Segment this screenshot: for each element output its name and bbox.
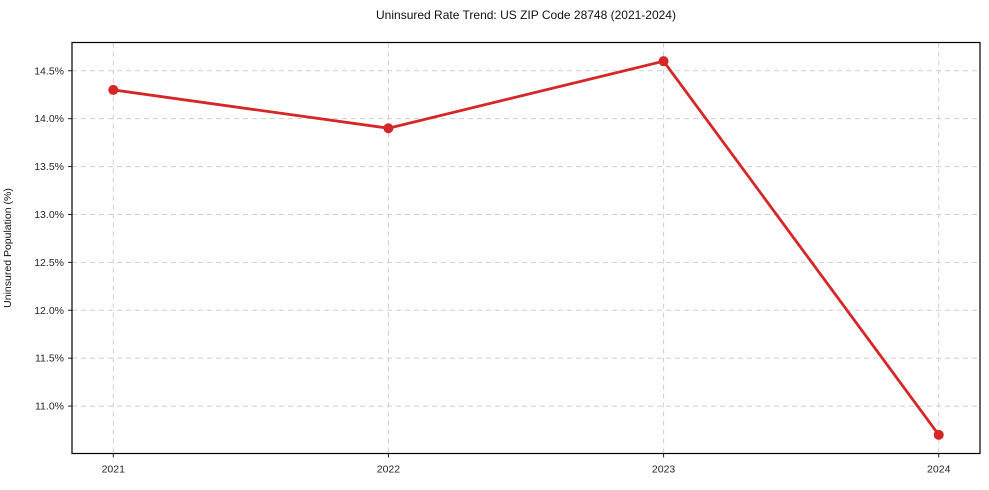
data-point-marker bbox=[933, 429, 944, 440]
x-tick-label: 2024 bbox=[927, 464, 951, 476]
y-tick-label: 13.0% bbox=[34, 209, 64, 221]
x-tick-label: 2021 bbox=[102, 464, 126, 476]
y-tick-label: 13.5% bbox=[34, 161, 64, 173]
y-tick-label: 11.5% bbox=[35, 353, 64, 365]
y-tick-label: 14.5% bbox=[34, 65, 64, 77]
data-point-marker bbox=[108, 84, 119, 95]
x-tick-label: 2022 bbox=[377, 464, 401, 476]
data-point-marker bbox=[383, 123, 394, 134]
chart-title: Uninsured Rate Trend: US ZIP Code 28748 … bbox=[376, 8, 676, 22]
y-tick-label: 11.0% bbox=[35, 401, 64, 413]
y-tick-label: 14.0% bbox=[34, 113, 64, 125]
series-line bbox=[111, 59, 941, 437]
data-point-marker bbox=[658, 56, 669, 67]
x-tick-label: 2023 bbox=[652, 464, 676, 476]
plot-border bbox=[71, 41, 981, 455]
y-tick-label: 12.0% bbox=[34, 305, 64, 317]
y-tick-label: 12.5% bbox=[34, 257, 64, 269]
